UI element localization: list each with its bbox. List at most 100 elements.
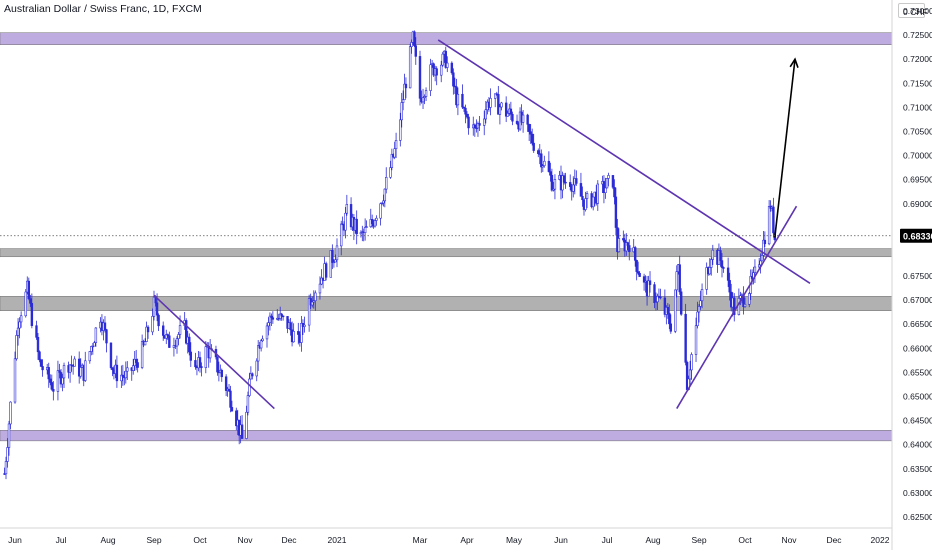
candle xyxy=(532,133,535,153)
candle xyxy=(194,352,197,370)
currency-selector[interactable] xyxy=(898,3,925,18)
candle xyxy=(18,317,21,339)
candle-body xyxy=(473,124,477,129)
candle-body xyxy=(674,289,677,332)
candle-body xyxy=(300,322,303,343)
candle-body xyxy=(194,360,197,368)
candle xyxy=(84,351,87,383)
candle-body xyxy=(297,331,300,335)
time-axis[interactable]: Jun Jul Aug Sep Oct Nov Dec 2021 Mar Apr May Jun Jul… xyxy=(8,535,890,545)
candle-body xyxy=(759,260,762,266)
candle-body xyxy=(157,314,160,327)
candle xyxy=(467,113,470,135)
price-axis[interactable]: 0.73000 0.72500 0.72000 0.71500 0.71000 0.705… xyxy=(903,6,932,522)
candle xyxy=(175,336,179,354)
chart-title: Australian Dollar / Swiss Franc, 1D, FXC… xyxy=(4,3,202,15)
candle xyxy=(297,322,300,345)
candle-body xyxy=(726,267,730,281)
candle-body xyxy=(166,334,169,337)
candle-body xyxy=(49,378,52,383)
candle-body xyxy=(120,374,123,382)
candle xyxy=(444,46,447,69)
candle-body xyxy=(382,200,385,204)
candle-body xyxy=(246,395,250,413)
candle xyxy=(465,111,469,119)
candle-body xyxy=(530,133,534,144)
y-tick-label: 0.71000 xyxy=(903,102,932,112)
candle xyxy=(324,261,328,281)
candle-body xyxy=(188,336,191,353)
x-tick-label: Sep xyxy=(691,535,706,545)
candle xyxy=(429,58,432,97)
candle-body xyxy=(607,175,610,179)
candle-body xyxy=(359,232,363,235)
candle xyxy=(220,368,223,382)
candle-body xyxy=(30,303,34,327)
candle-body xyxy=(537,150,540,154)
candle xyxy=(628,239,631,261)
candle-body xyxy=(47,367,50,380)
candle-body xyxy=(280,313,283,317)
candle xyxy=(549,162,552,182)
candle xyxy=(638,271,641,277)
candle-body xyxy=(622,238,625,241)
candle-body xyxy=(251,373,254,377)
candle-body xyxy=(424,90,428,97)
candle xyxy=(109,342,113,370)
candle-body xyxy=(35,325,38,338)
candle-body xyxy=(678,264,681,293)
candle xyxy=(143,338,147,346)
candle-body xyxy=(399,119,402,141)
candle-body xyxy=(642,276,646,283)
candle-body xyxy=(446,62,449,68)
last-price-label: 0.68336 xyxy=(903,231,932,241)
candle xyxy=(596,180,600,211)
candle xyxy=(140,334,144,370)
candle xyxy=(369,208,372,228)
candle-body xyxy=(657,295,661,298)
candle xyxy=(700,283,704,309)
candle-body xyxy=(679,291,683,315)
candle xyxy=(498,103,502,125)
candle-body xyxy=(456,93,460,106)
candle-body xyxy=(527,124,531,132)
candle xyxy=(400,92,403,128)
candle-body xyxy=(656,295,659,303)
candle xyxy=(30,293,34,329)
candle-body xyxy=(626,242,629,246)
candle-body xyxy=(248,378,251,396)
candle-body xyxy=(553,179,557,190)
zone-1 xyxy=(0,32,893,45)
candle xyxy=(198,351,202,373)
candle xyxy=(656,293,659,311)
x-tick-label: Mar xyxy=(413,535,428,545)
x-tick-label: Oct xyxy=(193,535,207,545)
candle xyxy=(61,373,64,392)
candle-body xyxy=(270,315,273,318)
candle-body xyxy=(94,327,98,343)
candle-body xyxy=(365,226,368,228)
candle-body xyxy=(617,238,621,253)
candle xyxy=(440,60,443,83)
candle-body xyxy=(690,354,693,371)
candle xyxy=(303,316,306,333)
candle-body xyxy=(115,364,119,382)
candle xyxy=(73,356,76,367)
candle xyxy=(585,191,589,209)
candle xyxy=(292,323,295,343)
candle xyxy=(506,110,509,117)
candle xyxy=(281,315,285,321)
candle-body xyxy=(429,64,432,91)
candle xyxy=(666,303,670,319)
candle-body xyxy=(596,183,600,204)
candle xyxy=(394,132,398,158)
candle xyxy=(189,342,192,367)
candle xyxy=(743,297,747,308)
candle xyxy=(9,401,12,430)
candle xyxy=(413,30,416,47)
candle xyxy=(58,363,61,379)
candle-body xyxy=(318,283,322,294)
candle xyxy=(88,350,92,364)
